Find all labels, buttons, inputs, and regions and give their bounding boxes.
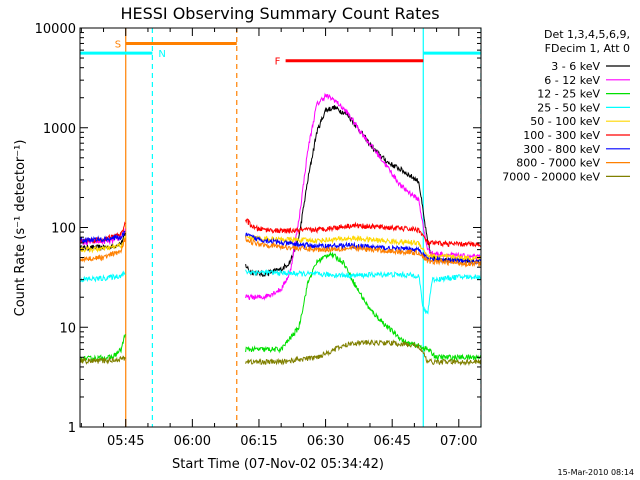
plot-frame	[79, 27, 482, 428]
legend-label-3: 25 - 50 keV	[537, 101, 600, 114]
flag-label-n: N	[158, 49, 165, 60]
flag-bars: S N F	[80, 39, 481, 68]
chart-title: HESSI Observing Summary Count Rates	[120, 4, 439, 23]
series-line-3-seg-1	[245, 268, 481, 315]
series-line-2-seg-0	[80, 334, 126, 363]
legend: Det 1,3,4,5,6,9,FDecim 1, Att 0 3 - 6 keV…	[502, 28, 630, 183]
series-line-7-seg-1	[245, 236, 481, 268]
legend-label-2: 12 - 25 keV	[537, 88, 600, 101]
x-tick-label-5: 07:00	[440, 434, 477, 449]
axis-ticks: 1 10 100 1000 10000 05:45 06:00 06:15 06:30 06:45…	[35, 22, 482, 449]
series-line-1-seg-0	[80, 228, 126, 246]
series-line-4-seg-1	[245, 233, 481, 262]
flag-vertical-lines	[125, 28, 481, 427]
x-tick-label-2: 06:15	[240, 434, 277, 449]
legend-header-0: Det 1,3,4,5,6,9,	[544, 28, 630, 41]
y-axis-label: Count Rate (s⁻¹ detector⁻¹)	[13, 140, 28, 317]
y-tick-label-1: 10	[59, 321, 76, 336]
y-tick-label-4: 10000	[35, 22, 76, 37]
legend-label-5: 100 - 300 keV	[523, 129, 600, 142]
legend-label-7: 800 - 7000 keV	[516, 157, 600, 170]
series-line-2-seg-1	[245, 250, 481, 362]
series-line-5-seg-1	[245, 218, 481, 248]
series-line-4-seg-0	[80, 235, 126, 254]
legend-label-8: 7000 - 20000 keV	[502, 170, 600, 183]
timestamp: 15-Mar-2010 08:14	[558, 468, 635, 477]
series-line-7-seg-0	[80, 237, 126, 263]
series-line-1-seg-1	[245, 92, 481, 301]
series-line-0-seg-1	[245, 105, 481, 277]
flag-label-f: F	[275, 57, 281, 68]
x-tick-label-1: 06:00	[174, 434, 211, 449]
legend-label-6: 300 - 800 keV	[523, 143, 600, 156]
legend-label-0: 3 - 6 keV	[551, 60, 600, 73]
y-tick-label-0: 1	[68, 421, 76, 436]
flag-label-s: S	[115, 39, 121, 50]
series-line-6-seg-0	[80, 230, 126, 244]
legend-label-4: 50 - 100 keV	[530, 115, 600, 128]
x-tick-label-3: 06:30	[307, 434, 344, 449]
plot-region: S N F 1 10 100 1000 10000 05:45 06:00 06:15 06:30 0…	[35, 22, 482, 449]
series-line-3-seg-0	[80, 270, 126, 283]
legend-header-1: FDecim 1, Att 0	[545, 42, 630, 55]
y-tick-label-3: 1000	[43, 122, 76, 137]
y-tick-label-2: 100	[51, 222, 76, 237]
series-lines	[80, 92, 481, 367]
x-axis-label: Start Time (07-Nov-02 05:34:42)	[172, 457, 384, 472]
series-line-8-seg-1	[245, 339, 481, 367]
legend-label-1: 6 - 12 keV	[544, 74, 600, 87]
x-tick-label-4: 06:45	[373, 434, 410, 449]
series-line-8-seg-0	[80, 355, 126, 365]
x-tick-label-0: 05:45	[107, 434, 144, 449]
